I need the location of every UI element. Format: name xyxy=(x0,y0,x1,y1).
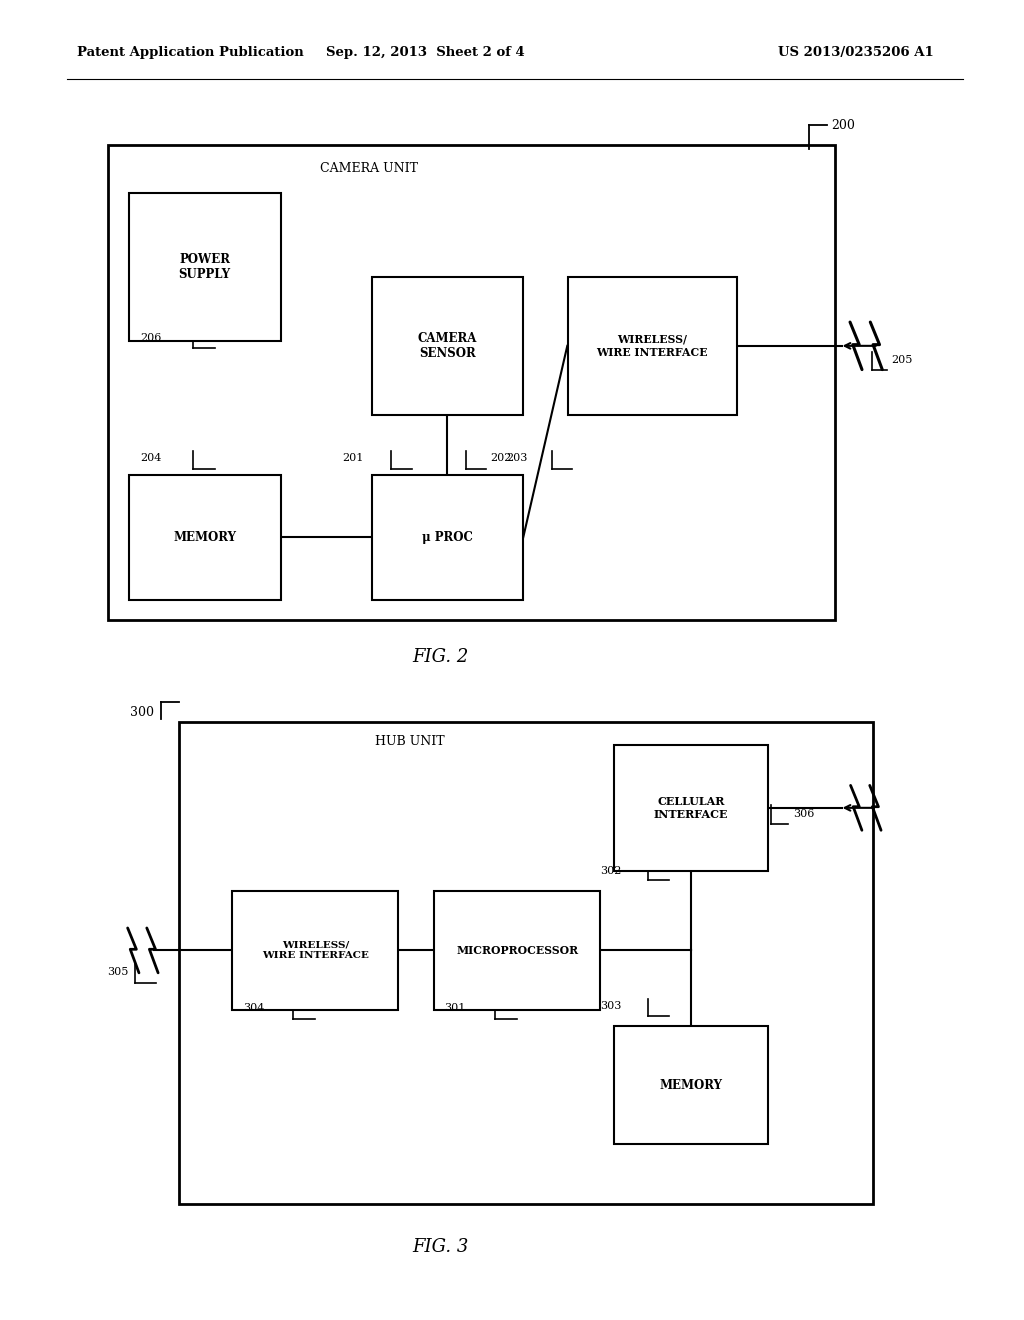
Text: μ PROC: μ PROC xyxy=(422,531,473,544)
Text: FIG. 3: FIG. 3 xyxy=(412,1238,469,1257)
Text: WIRELESS/
WIRE INTERFACE: WIRELESS/ WIRE INTERFACE xyxy=(597,334,708,358)
Text: 201: 201 xyxy=(342,453,364,463)
Text: 203: 203 xyxy=(506,453,527,463)
Text: MEMORY: MEMORY xyxy=(173,531,237,544)
FancyBboxPatch shape xyxy=(434,891,600,1010)
Text: US 2013/0235206 A1: US 2013/0235206 A1 xyxy=(778,46,934,59)
Text: FIG. 2: FIG. 2 xyxy=(412,648,469,667)
FancyBboxPatch shape xyxy=(129,193,281,341)
Text: MEMORY: MEMORY xyxy=(659,1078,723,1092)
Text: 300: 300 xyxy=(130,706,154,719)
Text: 303: 303 xyxy=(600,1001,622,1011)
FancyBboxPatch shape xyxy=(232,891,398,1010)
Text: CAMERA UNIT: CAMERA UNIT xyxy=(319,162,418,176)
FancyBboxPatch shape xyxy=(129,475,281,599)
Text: 306: 306 xyxy=(794,809,815,820)
Text: 305: 305 xyxy=(106,966,128,977)
FancyBboxPatch shape xyxy=(108,145,835,620)
Text: Sep. 12, 2013  Sheet 2 of 4: Sep. 12, 2013 Sheet 2 of 4 xyxy=(326,46,524,59)
FancyBboxPatch shape xyxy=(372,475,523,599)
FancyBboxPatch shape xyxy=(372,277,523,414)
Text: 205: 205 xyxy=(891,355,912,366)
Text: 301: 301 xyxy=(444,1003,466,1014)
Text: MICROPROCESSOR: MICROPROCESSOR xyxy=(456,945,579,956)
Text: HUB UNIT: HUB UNIT xyxy=(375,735,444,748)
FancyBboxPatch shape xyxy=(179,722,873,1204)
FancyBboxPatch shape xyxy=(614,744,768,871)
Text: Patent Application Publication: Patent Application Publication xyxy=(77,46,303,59)
Text: 304: 304 xyxy=(243,1003,264,1014)
Text: 206: 206 xyxy=(140,333,162,343)
Text: WIRELESS/
WIRE INTERFACE: WIRELESS/ WIRE INTERFACE xyxy=(262,941,369,960)
Text: CAMERA
SENSOR: CAMERA SENSOR xyxy=(418,331,477,360)
FancyBboxPatch shape xyxy=(614,1026,768,1144)
Text: POWER
SUPPLY: POWER SUPPLY xyxy=(179,252,230,281)
Text: 302: 302 xyxy=(600,866,622,876)
Text: 204: 204 xyxy=(140,453,162,463)
FancyBboxPatch shape xyxy=(567,277,737,414)
Text: 200: 200 xyxy=(831,119,855,132)
Text: CELLULAR
INTERFACE: CELLULAR INTERFACE xyxy=(654,796,728,820)
Text: 202: 202 xyxy=(490,453,512,463)
